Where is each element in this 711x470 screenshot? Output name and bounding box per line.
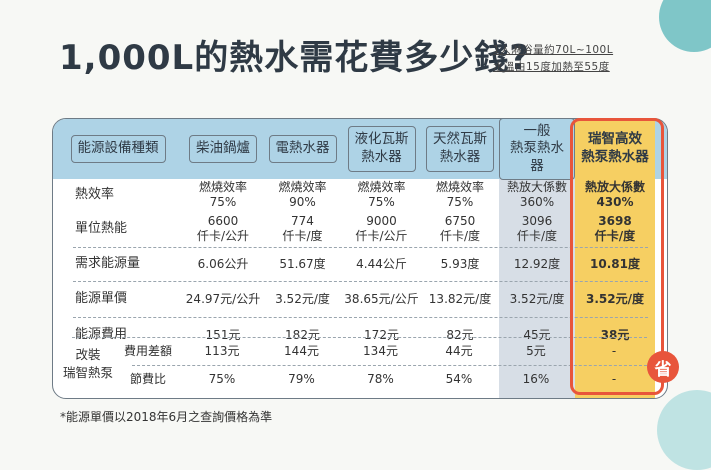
cell-energy-cost-0: 151元 <box>205 327 241 342</box>
header-col-1-label: 電熱水器 <box>268 135 337 163</box>
header-col-4-label: 一般 熱泵熱水器 <box>499 119 575 181</box>
row-label-energy-cost: 能源費用 <box>75 326 128 342</box>
cell-efficiency-3: 燃燒效率 75% <box>435 180 484 209</box>
header-col-2: 液化瓦斯 熱水器 <box>342 119 421 179</box>
cell-saving-ratio-1: 79% <box>288 371 315 386</box>
cell-efficiency-1: 燃燒效率 90% <box>278 180 327 209</box>
decorative-circle-top-right <box>659 0 711 52</box>
row-divider <box>72 337 647 338</box>
cell-energy-demand-0: 6.06公升 <box>197 257 249 271</box>
cell-energy-demand-3: 5.93度 <box>440 257 480 271</box>
cell-saving-ratio-3: 54% <box>445 371 473 386</box>
row-label-saving-ratio: 節費比 <box>129 371 166 386</box>
header-col-2-label: 液化瓦斯 熱水器 <box>347 126 416 172</box>
cell-cost-difference-1: 144元 <box>284 343 319 358</box>
cell-unit-price-2: 38.65元/公斤 <box>344 291 419 306</box>
cell-energy-demand-5: 10.81度 <box>590 257 640 271</box>
header-energy-type-label: 能源設備種類 <box>70 135 166 163</box>
cell-energy-cost-5: 38元 <box>600 327 630 342</box>
cell-cost-difference-4: 5元 <box>526 343 546 358</box>
cell-unit-heat-2: 9000 仟卡/公斤 <box>355 214 408 243</box>
cell-energy-demand-1: 51.67度 <box>279 257 326 271</box>
table-header-row <box>53 119 667 179</box>
row-label-unit-heat: 單位熱能 <box>75 220 128 236</box>
cell-energy-demand-2: 4.44公斤 <box>356 257 407 271</box>
row-label-unit-price: 能源單價 <box>75 290 128 306</box>
highlight-column-bg <box>575 119 655 398</box>
page-title: 1,000L的熱水需花費多少錢? <box>59 38 530 78</box>
row-divider <box>132 365 647 366</box>
cell-unit-heat-3: 6750 仟卡/度 <box>439 214 481 243</box>
cell-saving-ratio-0: 75% <box>208 371 236 386</box>
cell-unit-price-4: 3.52元/度 <box>509 291 565 306</box>
subtitle-line-2: 水溫由15度加熱至55度 <box>493 61 610 73</box>
row-label-energy-demand: 需求能源量 <box>75 256 141 272</box>
cell-unit-heat-1: 774 仟卡/度 <box>282 214 323 243</box>
cell-efficiency-2: 燃燒效率 75% <box>357 180 406 209</box>
cell-saving-ratio-4: 16% <box>522 371 550 386</box>
cell-saving-ratio-2: 78% <box>367 371 394 386</box>
header-col-5: 瑞智高效 熱泵熱水器 <box>575 119 655 179</box>
header-col-3: 天然瓦斯 熱水器 <box>421 119 499 179</box>
cell-unit-price-0: 24.97元/公升 <box>185 291 261 306</box>
row-label-cost-difference: 費用差額 <box>123 343 172 358</box>
cell-unit-heat-0: 6600 仟卡/公升 <box>196 214 250 243</box>
highlight-column-border <box>570 118 664 395</box>
header-col-4: 一般 熱泵熱水器 <box>499 119 575 181</box>
cell-saving-ratio-5: - <box>611 371 617 386</box>
save-badge: 省 <box>647 351 679 383</box>
header-col-0-label: 柴油鍋爐 <box>189 135 257 163</box>
cell-efficiency-0: 燃燒效率 75% <box>198 180 247 209</box>
cell-cost-difference-3: 44元 <box>445 343 473 358</box>
retrofit-section: 改裝 瑞智熱泵 費用差額 113元 144元 134元 44元 5元 - 節費比… <box>52 337 666 393</box>
header-col-3-label: 天然瓦斯 熱水器 <box>426 126 494 172</box>
cell-unit-heat-5: 3698 仟卡/度 <box>594 214 636 243</box>
header-col-1: 電熱水器 <box>263 119 342 179</box>
row-label-efficiency: 熱效率 <box>75 186 115 202</box>
cell-unit-price-5: 3.52元/度 <box>586 291 644 306</box>
header-energy-type: 能源設備種類 <box>53 119 183 179</box>
cell-efficiency-5: 熱放大係數 430% <box>584 180 645 209</box>
cell-unit-price-1: 3.52元/度 <box>275 291 330 306</box>
cell-energy-cost-1: 182元 <box>285 327 320 342</box>
general-heatpump-column-bg <box>499 179 575 398</box>
footnote: *能源單價以2018年6月之查詢價格為準 <box>60 410 273 424</box>
cell-efficiency-4: 熱放大係數 360% <box>506 180 567 209</box>
cell-unit-price-3: 13.82元/度 <box>428 291 492 306</box>
row-divider <box>73 247 648 248</box>
header-col-0: 柴油鍋爐 <box>183 119 263 179</box>
cell-energy-cost-2: 172元 <box>364 327 399 342</box>
header-col-5-label: 瑞智高效 熱泵熱水器 <box>581 131 649 165</box>
cell-energy-cost-3: 82元 <box>446 327 474 342</box>
cell-cost-difference-2: 134元 <box>363 343 398 358</box>
row-divider <box>73 281 648 282</box>
cell-energy-demand-4: 12.92度 <box>513 257 561 271</box>
decorative-circle-bottom-right <box>657 390 711 470</box>
cell-cost-difference-0: 113元 <box>204 343 240 358</box>
subtitle-line-1: 1人淋浴量約70L~100L <box>493 44 614 56</box>
comparison-table: 能源設備種類 柴油鍋爐 電熱水器 液化瓦斯 熱水器 天然瓦斯 熱水器 一般 熱泵… <box>52 118 668 399</box>
cell-cost-difference-5: - <box>611 343 617 358</box>
cell-unit-heat-4: 3096 仟卡/度 <box>516 214 558 243</box>
group-label-retrofit: 改裝 瑞智熱泵 <box>62 346 113 380</box>
row-divider <box>73 317 648 318</box>
cell-energy-cost-4: 45元 <box>523 327 551 342</box>
